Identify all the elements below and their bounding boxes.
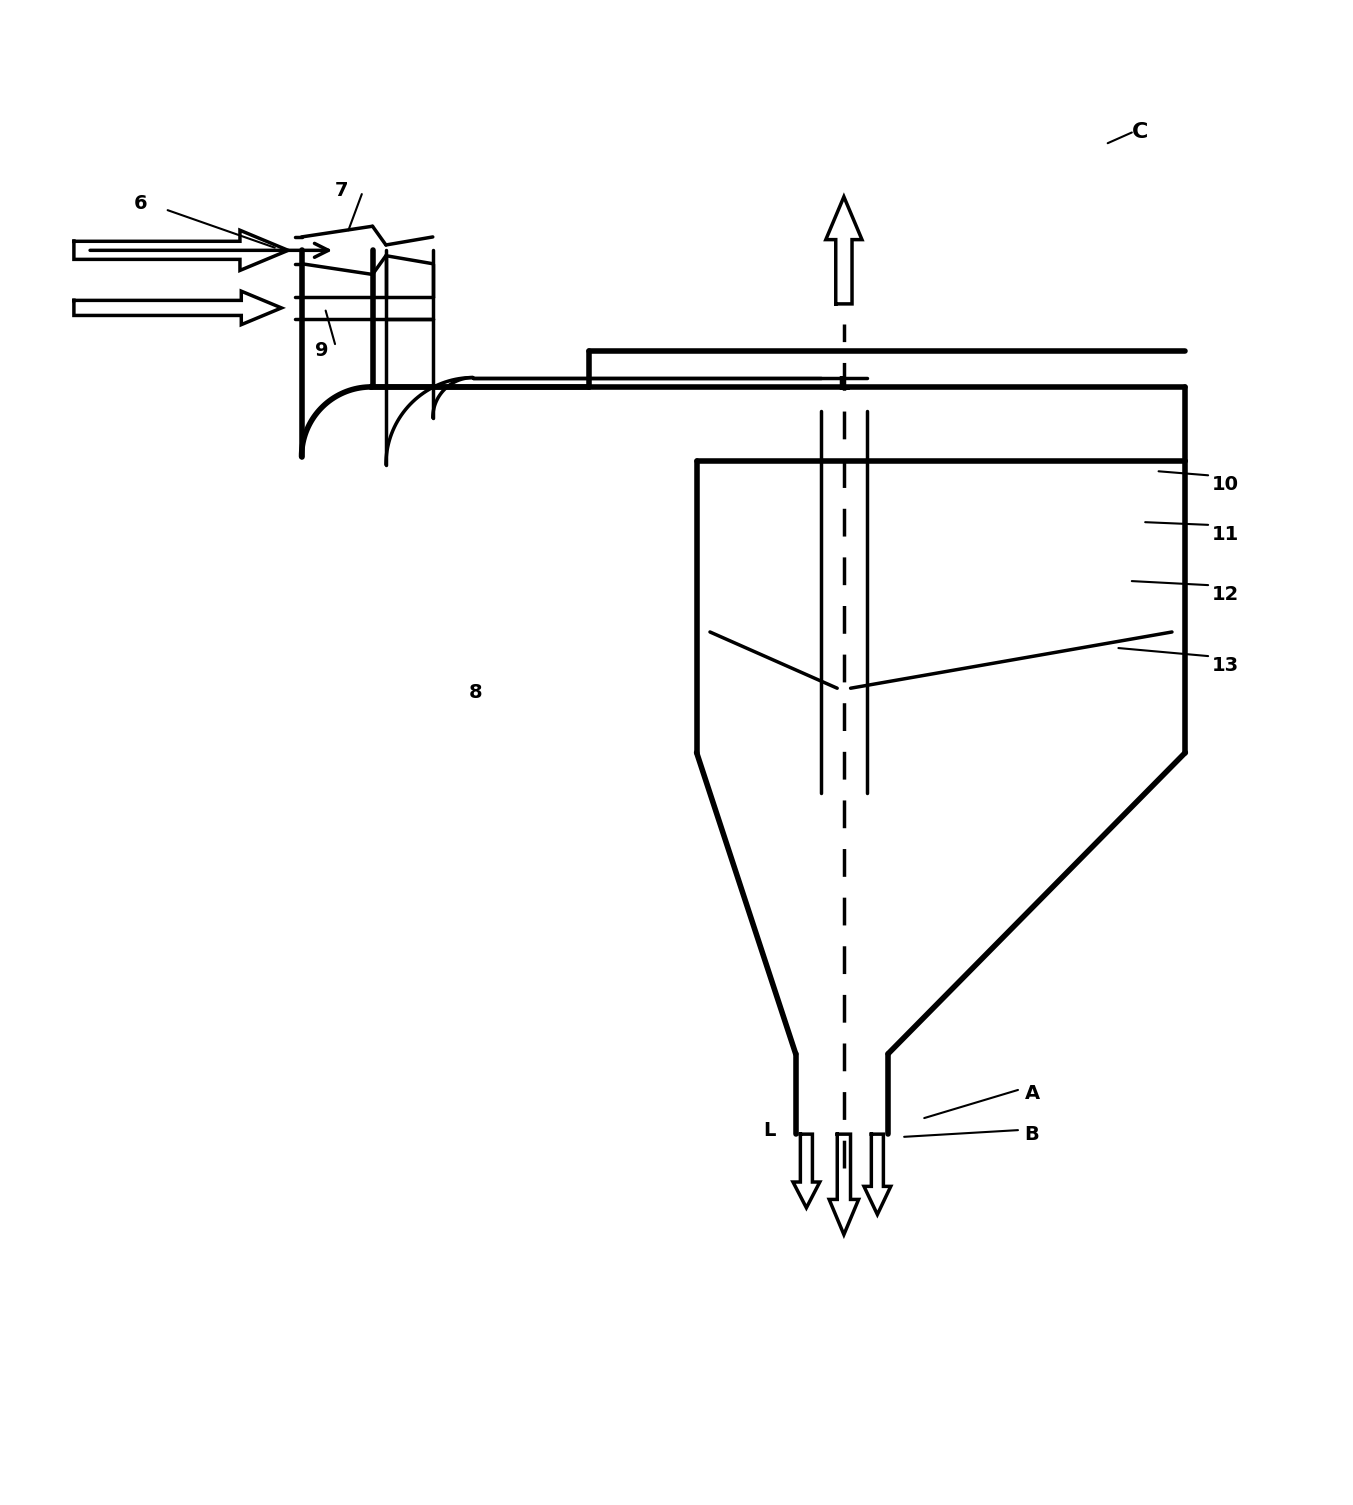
Text: 8: 8 bbox=[469, 683, 483, 701]
Text: 11: 11 bbox=[1212, 525, 1239, 543]
Text: L: L bbox=[838, 375, 850, 394]
Text: L: L bbox=[763, 1121, 775, 1139]
Text: 7: 7 bbox=[336, 181, 349, 200]
Text: 10: 10 bbox=[1212, 476, 1239, 494]
Text: B: B bbox=[1024, 1124, 1039, 1144]
Text: 9: 9 bbox=[315, 342, 329, 360]
Text: 12: 12 bbox=[1212, 585, 1239, 604]
Text: C: C bbox=[1132, 122, 1149, 143]
Text: 13: 13 bbox=[1212, 656, 1239, 674]
Text: A: A bbox=[1024, 1085, 1040, 1103]
Text: 6: 6 bbox=[134, 194, 147, 214]
